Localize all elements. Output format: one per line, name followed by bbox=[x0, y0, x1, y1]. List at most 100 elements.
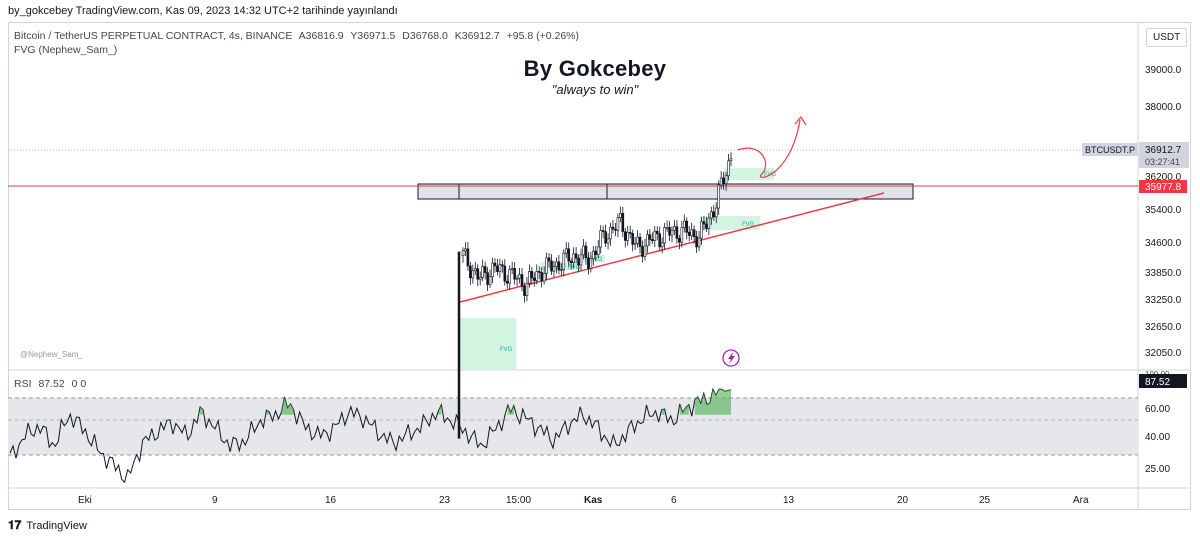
candle-body bbox=[513, 268, 516, 280]
candle-body bbox=[587, 257, 590, 269]
footer-brand: TradingView bbox=[26, 519, 87, 532]
candle-body bbox=[665, 227, 669, 229]
price-tick: 36200.0 bbox=[1145, 172, 1182, 183]
fvg-label-3: FVG bbox=[742, 222, 755, 228]
rsi-legend[interactable]: RSI 87.52 0 0 bbox=[14, 378, 90, 390]
rsi-label: RSI bbox=[14, 378, 32, 390]
price-tick: 34600.0 bbox=[1145, 238, 1182, 249]
time-tick: 20 bbox=[897, 495, 909, 506]
price-tick: 35400.0 bbox=[1145, 205, 1182, 216]
candle-body bbox=[722, 177, 725, 185]
candle-body bbox=[473, 268, 477, 272]
candle-body bbox=[673, 226, 676, 231]
price-scale: 39000.0 38000.0 36200.0 35400.0 34600.0 … bbox=[1145, 65, 1182, 359]
indicator-legend[interactable]: FVG (Nephew_Sam_) bbox=[14, 44, 118, 56]
ohlc-open: A36816.9 bbox=[298, 30, 344, 42]
candle-body bbox=[510, 268, 514, 270]
rsi-value-tag bbox=[1139, 374, 1187, 388]
rsi-params: 0 0 bbox=[71, 378, 87, 390]
time-tick: Ara bbox=[1073, 495, 1089, 506]
candle-body bbox=[697, 237, 701, 248]
candle-body bbox=[508, 269, 512, 284]
candle-body bbox=[655, 230, 659, 235]
ohlc-high: Y36971.5 bbox=[350, 30, 396, 42]
candle-body bbox=[714, 207, 718, 218]
rsi-tick: 25.00 bbox=[1145, 464, 1170, 475]
fvg-label-1: FVG bbox=[568, 265, 581, 271]
price-tick: 32050.0 bbox=[1145, 348, 1182, 359]
svg-text:36912.7: 36912.7 bbox=[1145, 145, 1182, 156]
candle-body bbox=[685, 220, 689, 233]
chart-subtitle: "always to win" bbox=[551, 82, 639, 97]
candle-body bbox=[626, 232, 630, 241]
candle-body bbox=[530, 271, 534, 279]
ohlc-low: D36768.0 bbox=[402, 30, 448, 42]
projection-path bbox=[737, 119, 801, 178]
projection-arrowhead bbox=[794, 115, 807, 126]
symbol-legend[interactable]: Bitcoin / TetherUS PERPETUAL CONTRACT, 4… bbox=[14, 30, 583, 42]
candle-body bbox=[569, 260, 573, 264]
candle-body bbox=[537, 271, 541, 273]
chart-title: By Gokcebey bbox=[523, 56, 667, 81]
svg-text:BTCUSDT.P: BTCUSDT.P bbox=[1085, 145, 1135, 155]
candle-body bbox=[520, 274, 524, 287]
candle-body bbox=[567, 248, 571, 262]
candle-body bbox=[577, 257, 580, 266]
last-price-tag bbox=[1139, 142, 1189, 168]
candle-body bbox=[515, 277, 519, 280]
candle-body bbox=[542, 273, 546, 282]
svg-text:03:27:41: 03:27:41 bbox=[1145, 157, 1180, 167]
chart-frame[interactable] bbox=[8, 22, 1191, 510]
candle-body bbox=[557, 261, 561, 271]
candle-body bbox=[478, 276, 482, 280]
candle-body bbox=[604, 231, 607, 244]
rsi-value: 87.52 bbox=[38, 378, 65, 390]
candle-body bbox=[550, 260, 553, 272]
candle-body bbox=[469, 265, 472, 279]
candle-body bbox=[646, 234, 649, 247]
candle-body bbox=[461, 250, 465, 257]
candle-body bbox=[619, 213, 622, 218]
candle-body bbox=[589, 258, 593, 269]
candle-body bbox=[505, 280, 509, 284]
rsi-overbought-fill bbox=[200, 407, 204, 415]
currency-selector[interactable]: USDT bbox=[1146, 28, 1188, 47]
tradingview-logo-icon: 𝟏𝟕 bbox=[8, 518, 22, 532]
candle-body bbox=[700, 221, 703, 239]
price-tick: 33250.0 bbox=[1145, 295, 1182, 306]
rsi-overbought-fill bbox=[507, 405, 514, 415]
candle-body bbox=[623, 231, 627, 241]
candle-body bbox=[555, 261, 558, 267]
candle-body bbox=[692, 229, 696, 238]
svg-text:87.52: 87.52 bbox=[1145, 377, 1170, 388]
candle-body bbox=[582, 245, 585, 256]
candle-body bbox=[552, 266, 556, 272]
candle-body bbox=[606, 238, 610, 244]
candle-body bbox=[621, 213, 625, 232]
candle-body bbox=[476, 268, 480, 280]
ohlc-close: K36912.7 bbox=[454, 30, 500, 42]
candle-body bbox=[668, 227, 671, 236]
fvg-box-bottom bbox=[459, 318, 516, 370]
publish-attribution: by_gokcebey TradingView.com, Kas 09, 202… bbox=[8, 5, 398, 17]
candle-body bbox=[727, 160, 730, 177]
candle-body bbox=[518, 274, 521, 279]
candle-body bbox=[560, 269, 563, 271]
candle-body bbox=[599, 230, 602, 248]
candle-body bbox=[687, 231, 691, 236]
candle-body bbox=[481, 266, 484, 278]
symbol-tag bbox=[1082, 143, 1138, 156]
price-tick: 38000.0 bbox=[1145, 102, 1182, 113]
symbol-name: Bitcoin / TetherUS PERPETUAL CONTRACT, 4… bbox=[14, 30, 293, 42]
candle-body bbox=[498, 264, 502, 272]
candle-body bbox=[670, 229, 674, 236]
fvg-label-2: FVG bbox=[590, 257, 603, 263]
candle-body bbox=[724, 175, 728, 185]
rsi-tick: 60.00 bbox=[1145, 404, 1170, 415]
indicator-watermark: @Nephew_Sam_ bbox=[20, 350, 83, 359]
candle-body bbox=[562, 252, 566, 270]
resistance-zone bbox=[417, 183, 914, 200]
candle-body bbox=[641, 246, 644, 257]
price-tick: 32650.0 bbox=[1145, 322, 1182, 333]
